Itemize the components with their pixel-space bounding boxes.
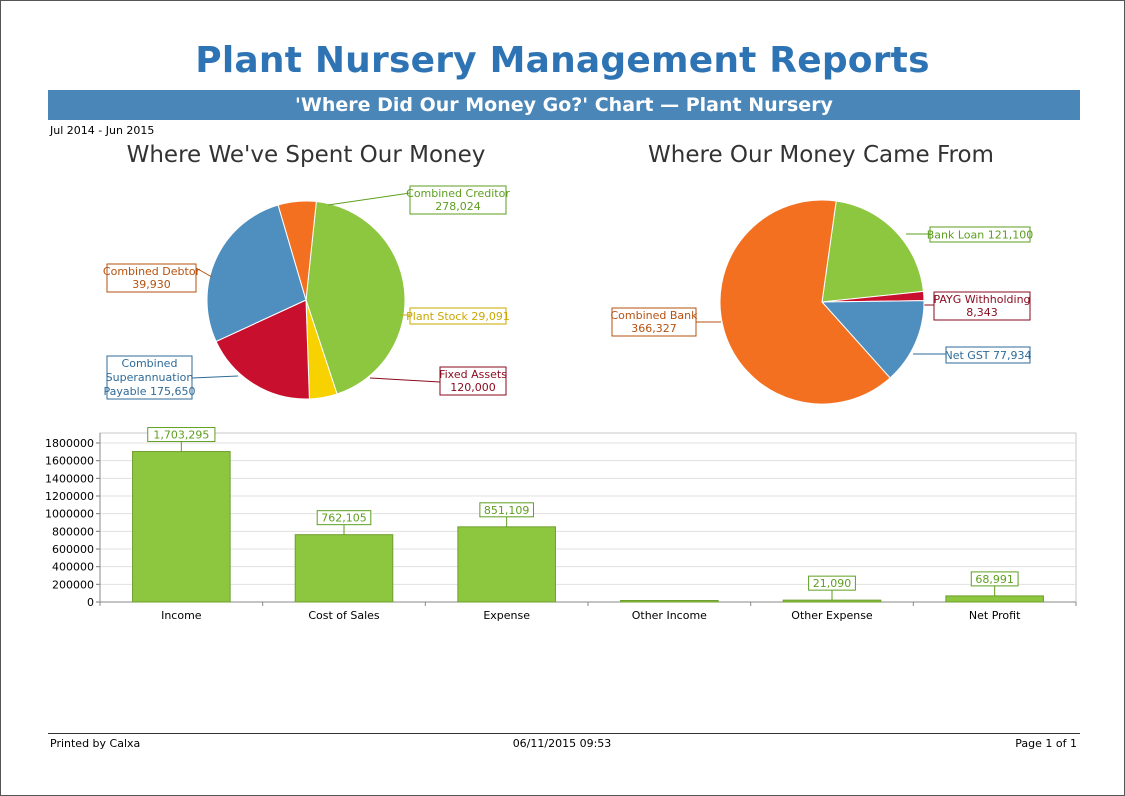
pie-slice — [305, 200, 406, 395]
bar-plot-area — [99, 432, 1077, 603]
pie-label-value: Payable 175,650 — [104, 385, 196, 398]
bar-value-label: 21,090 — [813, 577, 852, 590]
pie-label-leader — [191, 375, 239, 379]
pie-label-box — [933, 291, 1031, 321]
bar-label-box — [479, 502, 534, 518]
pie-label-box — [439, 366, 507, 396]
y-tick-label: 1800000 — [45, 437, 94, 450]
pie-label-value: 39,930 — [132, 278, 171, 291]
pie-label-text: Combined — [122, 357, 178, 370]
pie-slice — [215, 299, 310, 400]
bar — [620, 600, 719, 603]
footer-printed-by: Printed by Calxa — [50, 737, 141, 750]
pie-label-box — [409, 307, 507, 325]
pie-label-leader — [327, 192, 411, 206]
pie-label-leader — [369, 377, 441, 383]
pie-label-text: Superannuation — [106, 371, 194, 384]
y-tick-label: 800000 — [52, 525, 94, 538]
pie-label-text: Fixed Assets — [439, 368, 507, 381]
x-tick-label: Income — [161, 609, 202, 622]
y-tick-label: 1600000 — [45, 455, 94, 468]
y-tick-label: 1400000 — [45, 472, 94, 485]
report-subtitle: 'Where Did Our Money Go?' Chart — Plant … — [48, 90, 1080, 120]
pie-label-box — [106, 355, 193, 400]
came-from-pie-title: Where Our Money Came From — [648, 142, 994, 168]
x-tick-label: Other Expense — [791, 609, 873, 622]
pie-label-text: Bank Loan 121,100 — [927, 229, 1034, 242]
pie-slice — [821, 200, 924, 303]
pie-slice — [719, 199, 891, 405]
bar — [945, 595, 1044, 603]
pie-label-box — [106, 263, 197, 293]
x-tick-label: Cost of Sales — [308, 609, 380, 622]
footer-page-number: Page 1 of 1 — [1015, 737, 1077, 750]
bar — [457, 526, 556, 603]
pie-slice — [206, 204, 307, 343]
bar-label-box — [147, 427, 216, 443]
pie-label-text: Combined Debtor — [103, 265, 201, 278]
y-tick-label: 1200000 — [45, 490, 94, 503]
x-tick-label: Other Income — [632, 609, 707, 622]
pie-label-leader — [195, 267, 213, 278]
bar-label-box — [808, 575, 856, 591]
footer-divider — [48, 733, 1080, 734]
bar — [782, 599, 882, 603]
pie-label-text: Combined Bank — [610, 309, 698, 322]
pie-slice — [277, 200, 317, 301]
pie-label-value: 120,000 — [450, 381, 496, 394]
bar-value-label: 68,991 — [975, 573, 1014, 586]
bar-label-box — [970, 571, 1019, 587]
bar — [294, 534, 394, 603]
pie-label-box — [611, 307, 697, 337]
y-tick-label: 0 — [87, 596, 94, 609]
x-tick-label: Net Profit — [969, 609, 1021, 622]
bar-value-label: 762,105 — [321, 512, 367, 525]
pie-slice — [820, 300, 925, 379]
y-tick-label: 200000 — [52, 578, 94, 591]
pie-label-box — [945, 346, 1031, 364]
bar-label-box — [316, 510, 372, 526]
pie-label-text: Net GST 77,934 — [944, 349, 1031, 362]
pie-label-text: Combined Creditor — [406, 187, 510, 200]
y-tick-label: 400000 — [52, 561, 94, 574]
bar — [132, 451, 231, 603]
y-tick-label: 1000000 — [45, 508, 94, 521]
pie-label-value: 8,343 — [966, 306, 998, 319]
bar-value-label: 1,703,295 — [153, 429, 209, 442]
pie-label-text: Plant Stock 29,091 — [406, 310, 510, 323]
y-tick-label: 600000 — [52, 543, 94, 556]
pie-label-value: 366,327 — [631, 322, 677, 335]
report-title: Plant Nursery Management Reports — [195, 40, 930, 81]
spent-pie-title: Where We've Spent Our Money — [126, 142, 486, 168]
footer-printed-at: 06/11/2015 09:53 — [512, 737, 612, 750]
pie-label-box — [409, 185, 507, 215]
pie-label-text: PAYG Withholding — [933, 293, 1030, 306]
bar-value-label: 851,109 — [484, 504, 530, 517]
pie-label-value: 278,024 — [435, 200, 481, 213]
report-period: Jul 2014 - Jun 2015 — [50, 124, 155, 137]
pie-label-box — [929, 226, 1031, 243]
x-tick-label: Expense — [483, 609, 530, 622]
